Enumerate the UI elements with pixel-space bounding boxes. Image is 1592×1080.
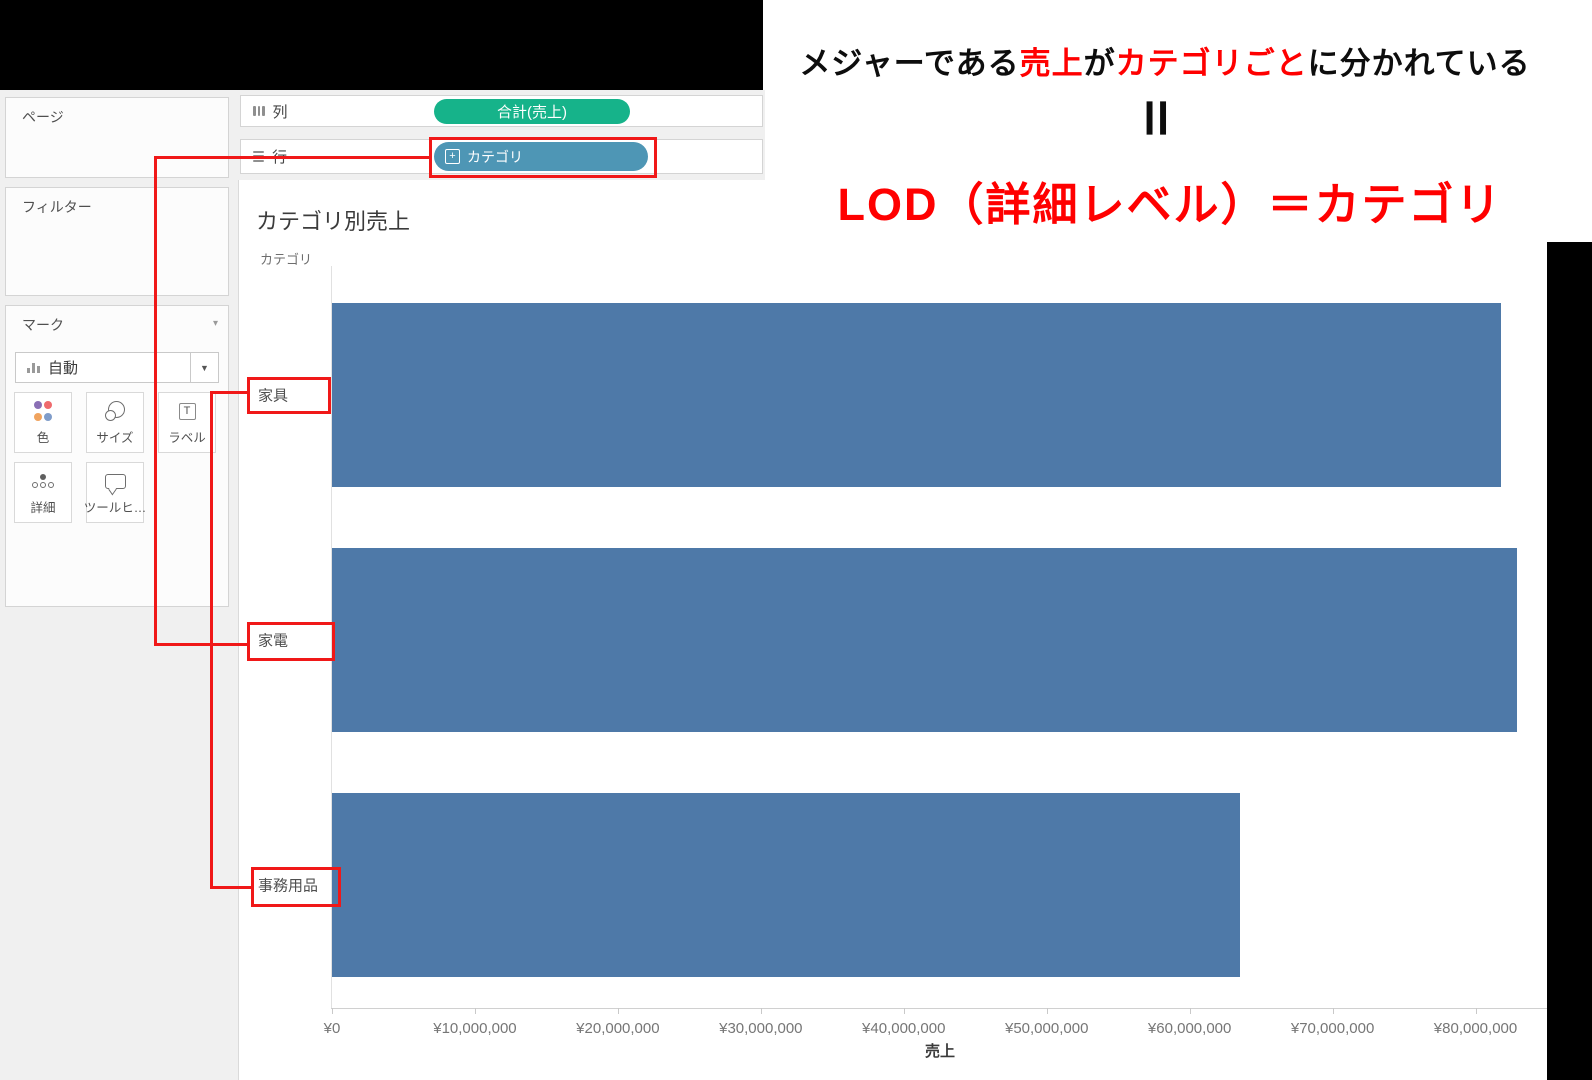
- x-axis-tick-label: ¥20,000,000: [576, 1020, 660, 1037]
- x-axis-tick: [1189, 1008, 1191, 1014]
- row-field-header: カテゴリ: [260, 252, 313, 267]
- speech-bubble-icon: [104, 473, 126, 489]
- x-axis-line: [331, 1008, 1547, 1009]
- red-connector-line: [156, 156, 430, 159]
- color-button-label: 色: [36, 431, 50, 445]
- sheet-title: カテゴリ別売上: [256, 209, 411, 234]
- columns-pill-text: 合計(売上): [497, 104, 567, 121]
- rows-pill-text: カテゴリ: [467, 148, 523, 165]
- columns-pill-sum-sales[interactable]: 合計(売上): [434, 99, 630, 124]
- x-axis-tick: [1046, 1008, 1048, 1014]
- x-axis-title: 売上: [924, 1043, 955, 1060]
- annotation-line1: メジャーである売上がカテゴリごとに分かれている: [760, 38, 1570, 83]
- expand-plus-icon[interactable]: +: [445, 149, 460, 164]
- filters-shelf-label: フィルター: [22, 199, 92, 215]
- mark-type-dropdown[interactable]: 自動 ▼: [15, 352, 219, 383]
- x-axis-tick: [1332, 1008, 1334, 1014]
- black-cover-right: [1547, 242, 1592, 1080]
- bar-mark-家具[interactable]: [332, 303, 1501, 487]
- equals-glyph: ＝: [1119, 96, 1186, 140]
- red-highlight-office-supplies-label: [251, 867, 341, 907]
- annotation-text-segment: が: [1083, 46, 1116, 81]
- annotation-text-segment: メジャーである: [799, 46, 1020, 81]
- detail-button-label: 詳細: [30, 501, 56, 515]
- row-label-事務用品[interactable]: 事務用品: [258, 877, 319, 895]
- x-axis-tick-label: ¥40,000,000: [862, 1020, 946, 1037]
- x-axis-tick-label: ¥50,000,000: [1004, 1020, 1089, 1037]
- row-label-家具[interactable]: 家具: [258, 387, 289, 405]
- red-highlight-appliances-label: [247, 622, 335, 661]
- red-highlight-furniture-label: [247, 377, 331, 414]
- x-axis-tick: [332, 1008, 333, 1014]
- text-label-icon: T: [178, 402, 196, 420]
- red-connector-line: [154, 643, 247, 646]
- annotation-line2: LOD（詳細レベル）＝カテゴリ: [837, 179, 1503, 230]
- marks-card-title: マーク: [22, 317, 64, 333]
- tooltip-button[interactable]: ツールヒ…: [83, 462, 147, 523]
- x-axis-tick: [903, 1008, 905, 1014]
- x-axis-tick-label: ¥80,000,000: [1433, 1020, 1518, 1037]
- columns-shelf-label: 列: [272, 103, 288, 121]
- x-axis-tick: [474, 1008, 476, 1014]
- x-axis-tick-label: ¥0: [323, 1020, 341, 1037]
- chevron-down-icon[interactable]: ▼: [190, 353, 218, 382]
- pages-shelf-label: ページ: [22, 109, 64, 125]
- tooltip-button-label: ツールヒ…: [83, 501, 147, 515]
- pages-shelf-panel[interactable]: ページ: [5, 97, 229, 178]
- x-axis-tick-label: ¥10,000,000: [433, 1020, 517, 1037]
- detail-button[interactable]: 詳細: [14, 462, 72, 523]
- x-axis-tick-label: ¥70,000,000: [1290, 1020, 1375, 1037]
- x-axis-tick: [760, 1008, 762, 1014]
- marks-card-panel: マーク ▾ 自動 ▼: [5, 305, 229, 607]
- columns-shelf-icon: [253, 106, 265, 116]
- marks-card-caret-icon[interactable]: ▾: [212, 318, 218, 329]
- annotation-text-segment: カテゴリごと: [1115, 46, 1308, 81]
- size-button[interactable]: サイズ: [86, 392, 144, 453]
- size-button-label: サイズ: [96, 431, 134, 445]
- red-connector-line: [210, 391, 213, 889]
- color-dots-icon: [34, 400, 52, 422]
- row-label-家電[interactable]: 家電: [258, 632, 289, 650]
- red-connector-line: [210, 886, 251, 889]
- row-header-divider: [331, 266, 332, 1008]
- black-cover-top-left: [0, 0, 763, 90]
- red-connector-line: [210, 391, 247, 394]
- mark-type-value: 自動: [48, 360, 79, 377]
- red-highlight-rows-pill: [429, 137, 657, 178]
- annotation-text-segment: に分かれている: [1307, 46, 1531, 81]
- label-button-label: ラベル: [168, 431, 206, 445]
- x-axis-tick-label: ¥30,000,000: [719, 1020, 803, 1037]
- bar-chart-icon: [27, 362, 40, 373]
- annotation-text-segment: 売上: [1019, 46, 1084, 81]
- label-button[interactable]: T ラベル: [158, 392, 216, 453]
- annotation-equals-symbol: ＝: [1109, 92, 1209, 144]
- detail-dots-icon: [32, 474, 54, 488]
- color-button[interactable]: 色: [14, 392, 72, 453]
- rows-pill-category[interactable]: + カテゴリ: [434, 142, 648, 171]
- size-circles-icon: [105, 401, 125, 421]
- x-axis-tick: [617, 1008, 619, 1014]
- x-axis-tick-label: ¥60,000,000: [1147, 1020, 1232, 1037]
- bar-mark-家電[interactable]: [332, 548, 1517, 732]
- red-connector-line: [154, 156, 157, 646]
- filters-shelf-panel[interactable]: フィルター: [5, 187, 229, 296]
- bar-mark-事務用品[interactable]: [332, 793, 1240, 977]
- x-axis-tick: [1475, 1008, 1477, 1014]
